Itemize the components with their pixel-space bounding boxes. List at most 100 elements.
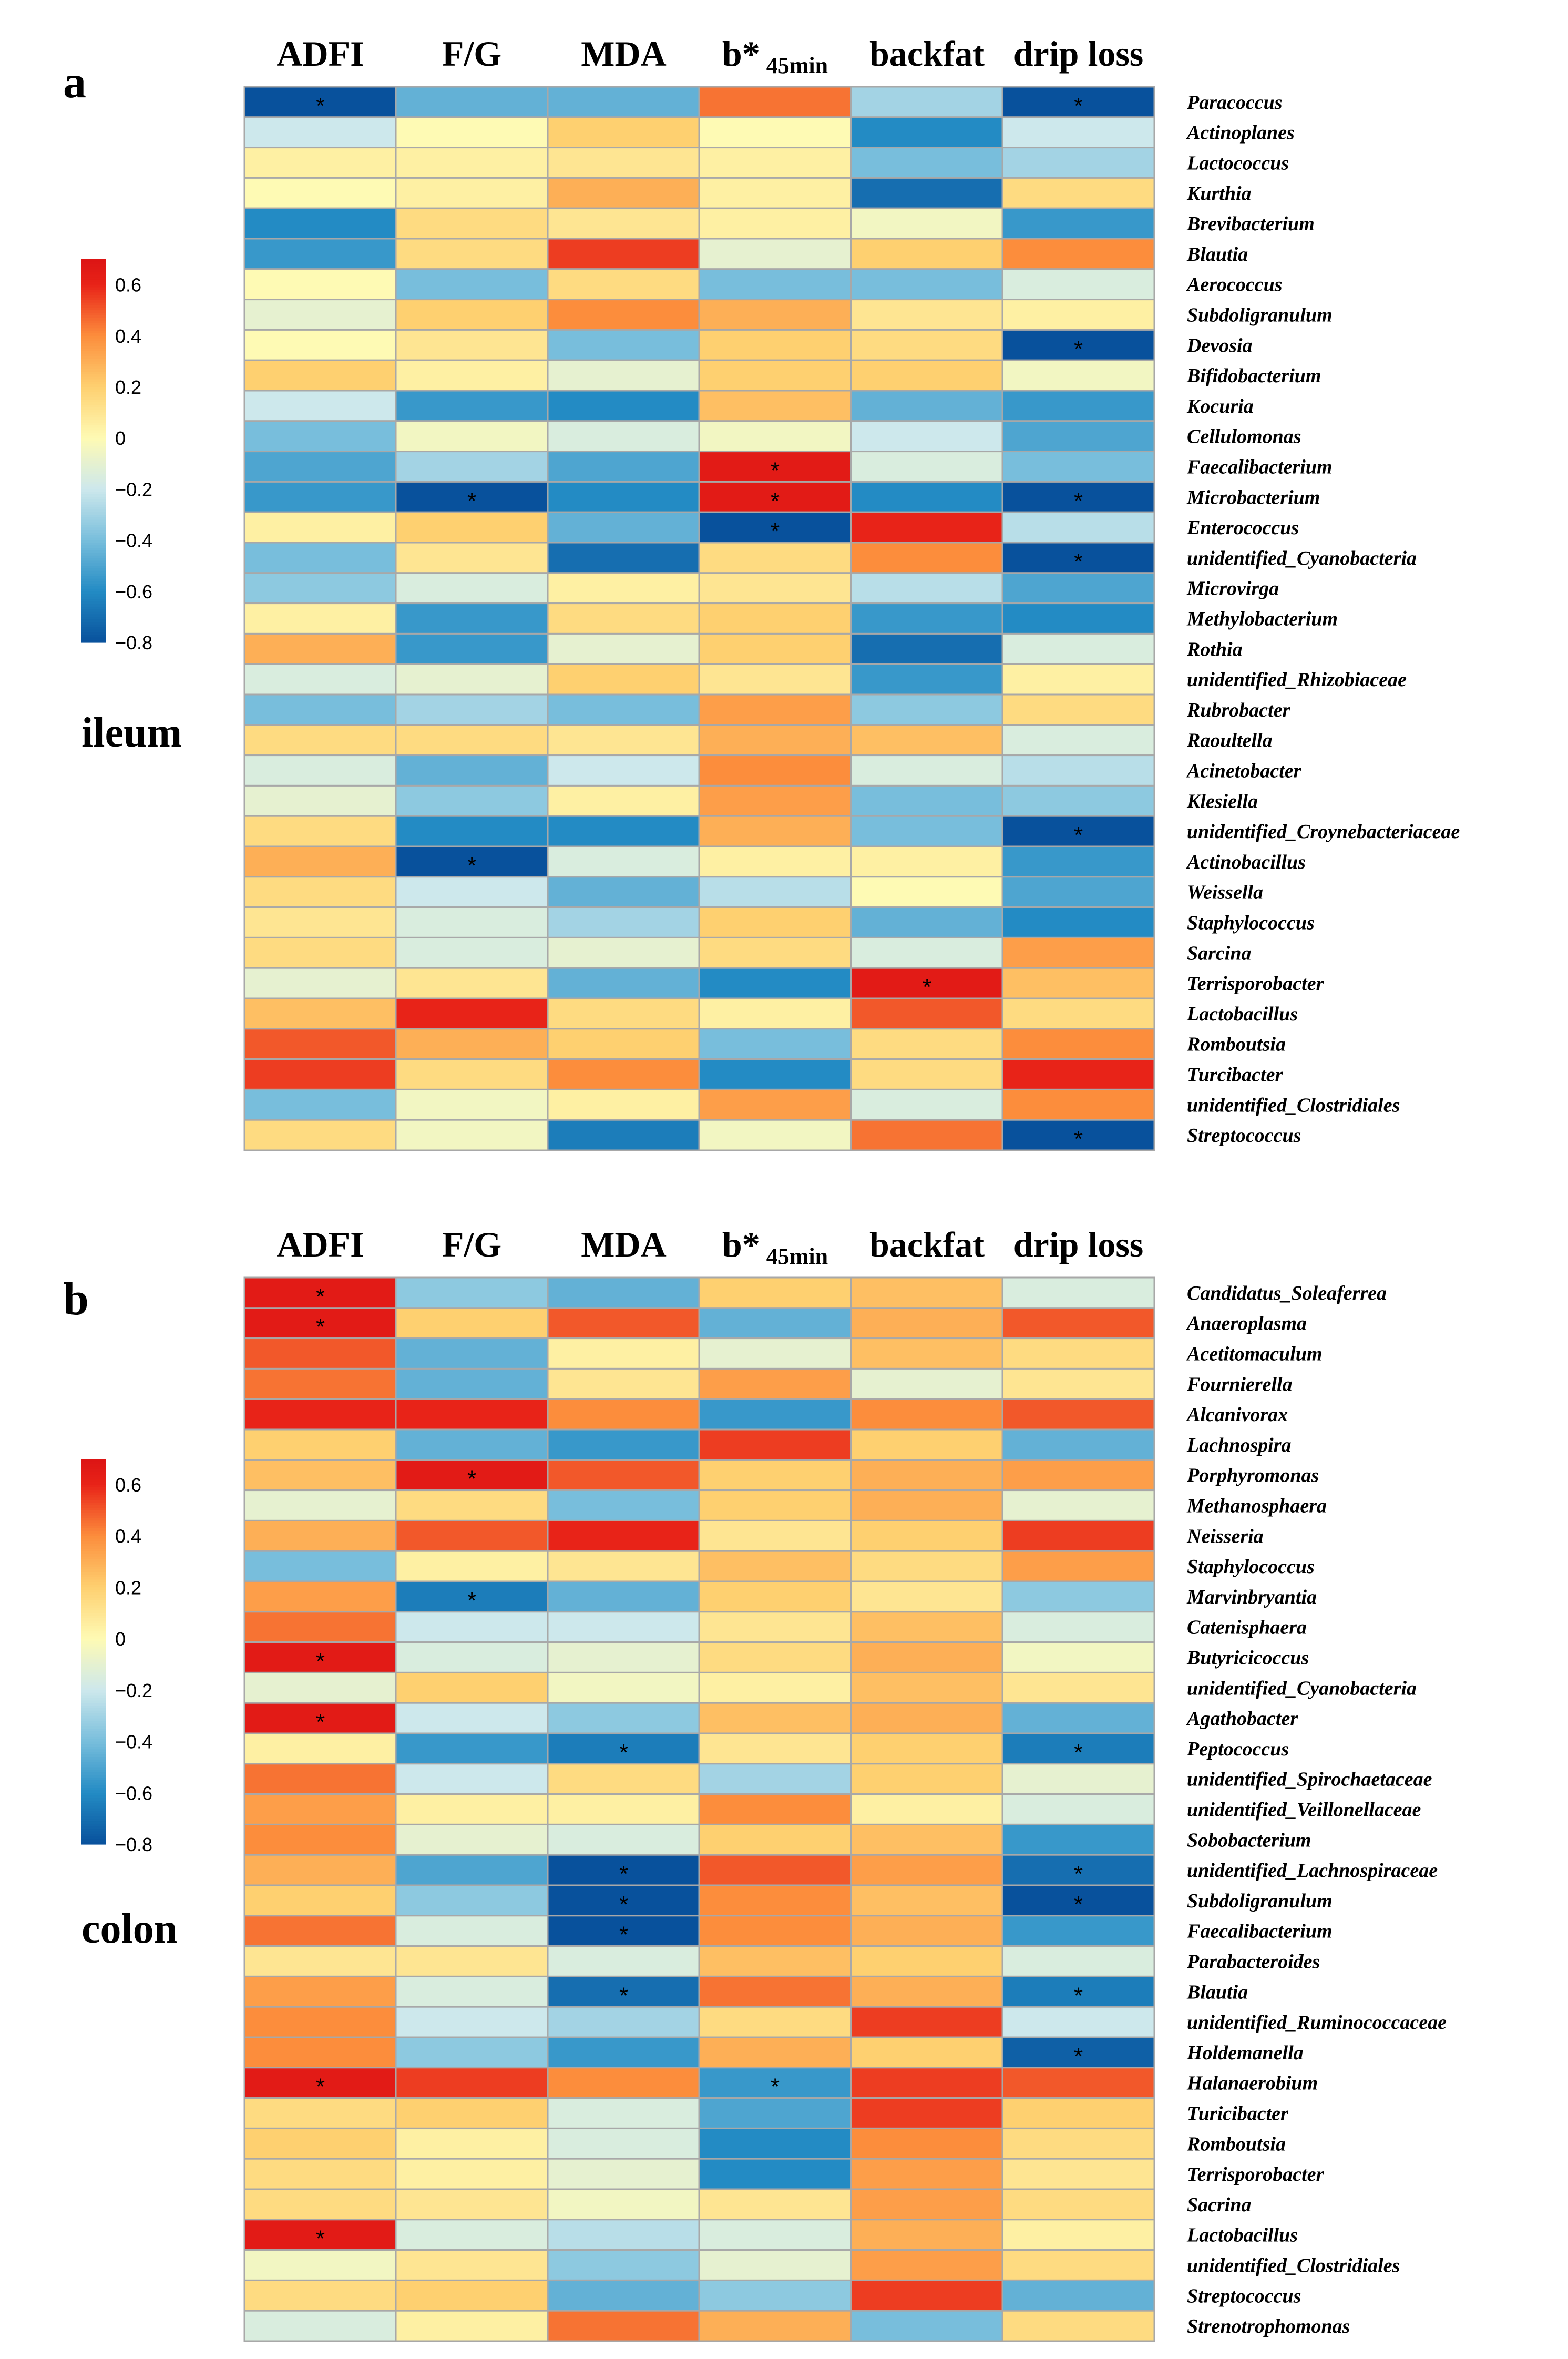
colorbar-segment: [81, 637, 106, 640]
colorbar-segment: [81, 1785, 106, 1789]
colorbar-segment: [81, 494, 106, 497]
significance-marker: *: [1074, 822, 1083, 848]
colorbar-segment: [81, 1747, 106, 1750]
colorbar-segment: [81, 1834, 106, 1837]
heatmap-cell: [547, 359, 701, 392]
colorbar-segment: [81, 313, 106, 316]
colorbar-tick-label: 0.6: [115, 1474, 141, 1496]
row-label: Alcanivorax: [1186, 1404, 1288, 1426]
heatmap-cell: [1001, 1276, 1155, 1309]
colorbar-tick-label: 0.6: [115, 274, 141, 296]
colorbar-segment: [81, 331, 106, 334]
heatmap-cell: [1001, 784, 1155, 817]
colorbar-segment: [81, 629, 106, 633]
heatmap-cell: [395, 845, 549, 878]
colorbar-segment: [81, 1602, 106, 1606]
heatmap-cell: [243, 906, 397, 938]
colorbar-segment: [81, 1808, 106, 1812]
colorbar-segment: [81, 1620, 106, 1624]
heatmap-cell: [850, 2006, 1004, 2038]
heatmap-cell: [547, 1580, 701, 1613]
heatmap-cell: [395, 359, 549, 392]
column-header: b* 45min: [722, 1224, 828, 1269]
heatmap-cell: [547, 1550, 701, 1582]
heatmap-cell: [547, 238, 701, 270]
heatmap-cell: [547, 2006, 701, 2038]
colorbar-segment: [81, 295, 106, 298]
colorbar-segment: [81, 423, 106, 426]
row-label: Blautia: [1186, 243, 1248, 265]
heatmap-cell: [395, 542, 549, 574]
heatmap-cell: [850, 906, 1004, 938]
colorbar-segment: [81, 1831, 106, 1835]
heatmap-cell: [243, 1732, 397, 1765]
heatmap-cell: [1001, 1307, 1155, 1340]
colorbar-segment: [81, 591, 106, 595]
colorbar-segment: [81, 484, 106, 487]
heatmap-cell: [1001, 359, 1155, 392]
heatmap-cell: [547, 451, 701, 483]
heatmap-cell: [395, 2188, 549, 2221]
row-label: Weissella: [1187, 882, 1263, 904]
colorbar-segment: [81, 1664, 106, 1668]
significance-marker: *: [923, 974, 931, 1000]
heatmap-cell: [698, 1519, 852, 1552]
colorbar-segment: [81, 1829, 106, 1832]
colorbar-segment: [81, 1487, 106, 1490]
colorbar-segment: [81, 315, 106, 319]
heatmap-cell: [850, 1671, 1004, 1704]
colorbar-segment: [81, 323, 106, 326]
heatmap-cell: [850, 299, 1004, 331]
heatmap-cell: [1001, 177, 1155, 209]
colorbar-segment: [81, 274, 106, 278]
heatmap-cell: [850, 1088, 1004, 1121]
heatmap-cell: [243, 1671, 397, 1704]
colorbar-segment: [81, 543, 106, 546]
heatmap-cell: [395, 1823, 549, 1856]
colorbar-segment: [81, 1554, 106, 1557]
heatmap-cell: [1001, 1459, 1155, 1492]
colorbar-segment: [81, 471, 106, 474]
colorbar-segment: [81, 1770, 106, 1773]
heatmap-cell: [547, 1611, 701, 1643]
heatmap-cell: [850, 2219, 1004, 2251]
colorbar-segment: [81, 466, 106, 469]
heatmap-cell: [1001, 2188, 1155, 2221]
colorbar-segment: [81, 1659, 106, 1662]
heatmap-cell: [1001, 724, 1155, 757]
colorbar-segment: [81, 1564, 106, 1567]
heatmap-cell: [547, 86, 701, 118]
heatmap-cell: [850, 1028, 1004, 1060]
colorbar-segment: [81, 1718, 106, 1722]
row-label: unidentified_Spirochaetaceae: [1187, 1769, 1432, 1791]
colorbar-segment: [81, 1530, 106, 1534]
heatmap-cell: [1001, 238, 1155, 270]
heatmap-cell: [850, 2067, 1004, 2099]
heatmap-cell: [850, 1459, 1004, 1492]
colorbar-segment: [81, 570, 106, 574]
row-label: Enterococcus: [1186, 517, 1299, 539]
panel-letter: b: [63, 1274, 89, 1325]
heatmap-cell: [243, 1975, 397, 2008]
colorbar-segment: [81, 1759, 106, 1763]
heatmap-cell: [698, 147, 852, 179]
heatmap-cell: [243, 1550, 397, 1582]
row-label: Blautia: [1186, 1981, 1248, 2003]
row-label: Raoultella: [1186, 730, 1273, 752]
heatmap-cell: [547, 116, 701, 149]
heatmap-cell: [850, 1945, 1004, 1977]
heatmap-cell: [395, 1276, 549, 1309]
colorbar-segment: [81, 1618, 106, 1621]
colorbar-segment: [81, 371, 106, 375]
row-label: unidentified_Clostridiales: [1187, 1094, 1400, 1116]
colorbar-segment: [81, 476, 106, 479]
colorbar-segment: [81, 359, 106, 362]
heatmap-cell: [395, 451, 549, 483]
colorbar-segment: [81, 601, 106, 605]
colorbar-segment: [81, 1541, 106, 1544]
row-label: unidentified_Croynebacteriaceae: [1187, 821, 1460, 843]
colorbar-segment: [81, 397, 106, 400]
colorbar-segment: [81, 555, 106, 559]
heatmap-cell: [395, 238, 549, 270]
heatmap-cell: [698, 1367, 852, 1400]
